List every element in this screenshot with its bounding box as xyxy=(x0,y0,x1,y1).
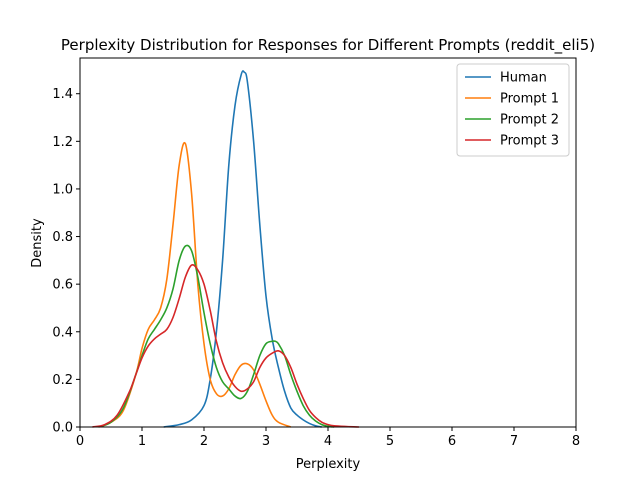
legend-label: Prompt 2 xyxy=(500,113,559,128)
plot-area xyxy=(92,70,360,428)
x-tick-label: 3 xyxy=(262,434,270,449)
y-tick-label: 1.2 xyxy=(52,135,73,150)
y-tick-label: 0.4 xyxy=(52,325,73,340)
legend: Human Prompt 1 Prompt 2 Prompt 3 xyxy=(456,63,570,157)
x-tick-label: 4 xyxy=(324,434,332,449)
legend-label: Human xyxy=(500,71,547,86)
legend-label: Prompt 3 xyxy=(500,134,559,149)
series-line-prompt-3 xyxy=(92,264,360,428)
x-tick-label: 5 xyxy=(386,434,394,449)
series-line-prompt-1 xyxy=(98,141,292,428)
y-tick-label: 0.0 xyxy=(52,421,73,436)
x-axis-label: Perplexity xyxy=(296,457,361,472)
x-tick-label: 0 xyxy=(76,434,84,449)
y-tick-label: 0.6 xyxy=(52,278,73,293)
series-line-prompt-2 xyxy=(98,244,335,428)
y-tick-label: 1.0 xyxy=(52,182,73,197)
y-axis: 0.0 0.2 0.4 0.6 0.8 1.0 1.2 1.4 xyxy=(52,87,80,436)
series-line-human xyxy=(163,70,322,428)
x-tick-label: 7 xyxy=(510,434,518,449)
x-tick-label: 1 xyxy=(138,434,146,449)
y-tick-label: 1.4 xyxy=(52,87,73,102)
chart-title: Perplexity Distribution for Responses fo… xyxy=(61,36,595,55)
x-tick-label: 8 xyxy=(572,434,580,449)
x-tick-label: 2 xyxy=(200,434,208,449)
y-axis-label: Density xyxy=(30,218,45,268)
x-axis: 0 1 2 3 4 5 6 7 8 xyxy=(76,427,580,449)
y-tick-label: 0.8 xyxy=(52,230,73,245)
legend-box xyxy=(456,63,570,157)
legend-label: Prompt 1 xyxy=(500,92,559,107)
x-tick-label: 6 xyxy=(448,434,456,449)
y-tick-label: 0.2 xyxy=(52,373,73,388)
